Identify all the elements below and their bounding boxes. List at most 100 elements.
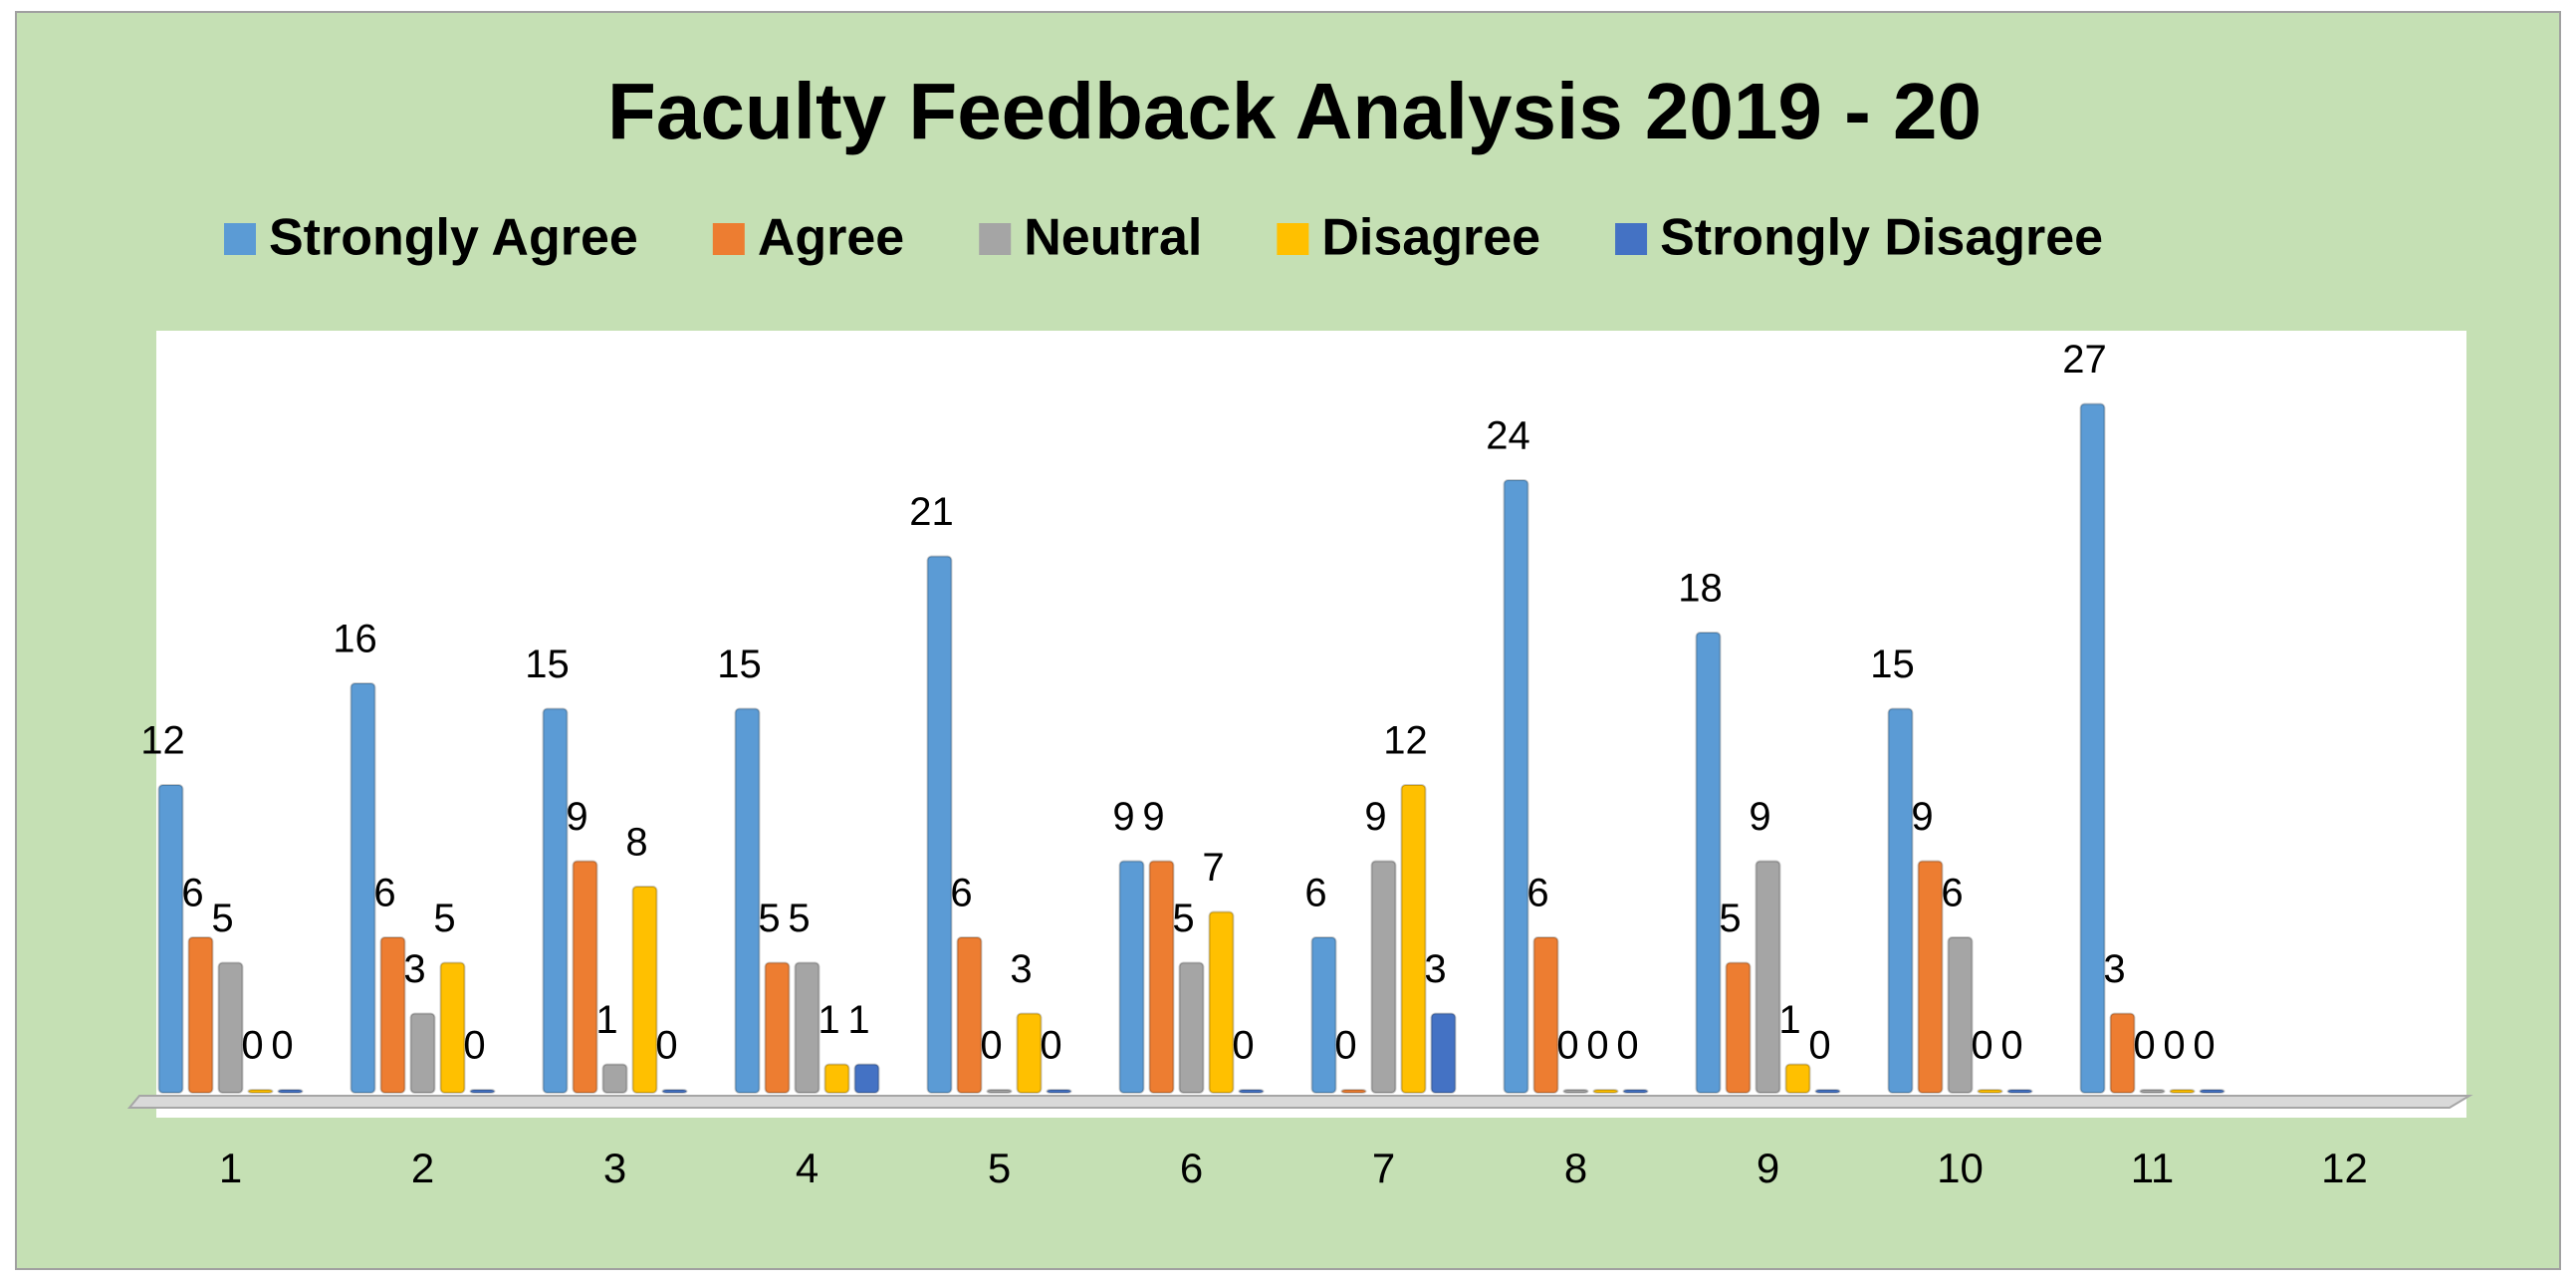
bar xyxy=(1532,936,1559,1094)
data-label: 3 xyxy=(2103,947,2125,991)
data-label: 0 xyxy=(2193,1024,2215,1068)
bar xyxy=(1814,1089,1841,1094)
bar xyxy=(2109,1012,2136,1094)
data-label: 1 xyxy=(847,998,869,1042)
bar xyxy=(542,707,569,1094)
data-label: 8 xyxy=(625,821,647,865)
bar xyxy=(1695,632,1722,1094)
data-label: 1 xyxy=(595,998,617,1042)
bar xyxy=(601,1063,628,1094)
bar xyxy=(1046,1089,1072,1094)
data-label: 0 xyxy=(1586,1024,1608,1068)
legend-label: Strongly Agree xyxy=(269,209,638,267)
bar xyxy=(379,936,406,1094)
bar xyxy=(1947,936,1974,1094)
bar xyxy=(1430,1012,1457,1094)
data-label: 15 xyxy=(1870,643,1915,686)
bar xyxy=(1784,1063,1811,1094)
bar xyxy=(1310,936,1337,1094)
bar xyxy=(734,707,761,1094)
bar xyxy=(631,886,658,1094)
data-label: 24 xyxy=(1486,414,1530,458)
bar xyxy=(247,1089,274,1094)
data-label: 0 xyxy=(463,1024,485,1068)
data-label: 3 xyxy=(1424,947,1446,991)
bar xyxy=(157,784,184,1094)
bar xyxy=(439,961,466,1094)
data-label: 0 xyxy=(1808,1024,1830,1068)
data-label: 0 xyxy=(1334,1024,1356,1068)
x-tick-label: 9 xyxy=(1756,1145,1779,1191)
bar xyxy=(926,555,953,1094)
bar xyxy=(2079,402,2106,1094)
data-label: 12 xyxy=(1383,719,1428,763)
bar xyxy=(1592,1089,1619,1094)
bar xyxy=(572,860,598,1094)
data-label: 7 xyxy=(1202,846,1224,890)
data-label: 5 xyxy=(433,897,455,940)
data-label: 18 xyxy=(1678,567,1723,611)
bar xyxy=(187,936,214,1094)
legend-label: Strongly Disagree xyxy=(1660,209,2103,267)
x-tick-label: 7 xyxy=(1372,1145,1395,1191)
x-tick-label: 2 xyxy=(411,1145,434,1191)
data-label: 15 xyxy=(525,643,570,686)
data-label: 0 xyxy=(1232,1024,1254,1068)
x-tick-label: 1 xyxy=(219,1145,242,1191)
bar xyxy=(1725,961,1752,1094)
data-label: 9 xyxy=(1911,795,1933,839)
bar xyxy=(1148,860,1175,1094)
data-label: 0 xyxy=(2000,1024,2022,1068)
legend-swatch xyxy=(979,223,1012,255)
bar xyxy=(1370,860,1397,1094)
data-label: 6 xyxy=(950,872,972,915)
data-label: 3 xyxy=(1010,947,1032,991)
data-label: 0 xyxy=(1616,1024,1638,1068)
data-label: 21 xyxy=(909,490,954,534)
bar xyxy=(764,961,791,1094)
bar xyxy=(1238,1089,1265,1094)
data-label: 5 xyxy=(788,897,810,940)
bar xyxy=(986,1089,1013,1094)
x-tick-label: 4 xyxy=(796,1145,819,1191)
data-label: 0 xyxy=(241,1024,263,1068)
bar xyxy=(661,1089,688,1094)
bar xyxy=(469,1089,496,1094)
bar xyxy=(1562,1089,1589,1094)
bar xyxy=(823,1063,850,1094)
data-label: 9 xyxy=(1112,795,1134,839)
legend-swatch xyxy=(712,223,745,255)
bar xyxy=(1622,1089,1649,1094)
bar xyxy=(1178,961,1205,1094)
legend-swatch xyxy=(1277,223,1309,255)
bar xyxy=(1917,860,1944,1094)
x-tick-label: 3 xyxy=(603,1145,626,1191)
x-tick-label: 10 xyxy=(1937,1145,1984,1191)
bar xyxy=(1340,1089,1367,1094)
bar xyxy=(2139,1089,2166,1094)
bar xyxy=(853,1063,880,1094)
bar xyxy=(277,1089,304,1094)
data-label: 16 xyxy=(333,618,377,661)
bar xyxy=(1887,707,1914,1094)
x-tick-label: 11 xyxy=(2131,1145,2175,1191)
data-label: 9 xyxy=(1364,795,1386,839)
legend-label: Neutral xyxy=(1024,209,1202,267)
legend-label: Disagree xyxy=(1321,209,1540,267)
data-label: 0 xyxy=(1556,1024,1578,1068)
legend-swatch xyxy=(1615,223,1648,255)
x-tick-label: 5 xyxy=(988,1145,1011,1191)
data-label: 27 xyxy=(2062,338,2107,382)
data-label: 1 xyxy=(818,998,839,1042)
legend-label: Agree xyxy=(758,209,904,267)
legend-swatch xyxy=(224,223,256,255)
bar xyxy=(794,961,820,1094)
bar xyxy=(409,1012,436,1094)
data-label: 9 xyxy=(1749,795,1770,839)
data-label: 6 xyxy=(1941,872,1963,915)
data-label: 0 xyxy=(1971,1024,1992,1068)
bar xyxy=(1400,784,1427,1094)
data-label: 5 xyxy=(1719,897,1741,940)
data-label: 0 xyxy=(980,1024,1002,1068)
data-label: 5 xyxy=(211,897,233,940)
